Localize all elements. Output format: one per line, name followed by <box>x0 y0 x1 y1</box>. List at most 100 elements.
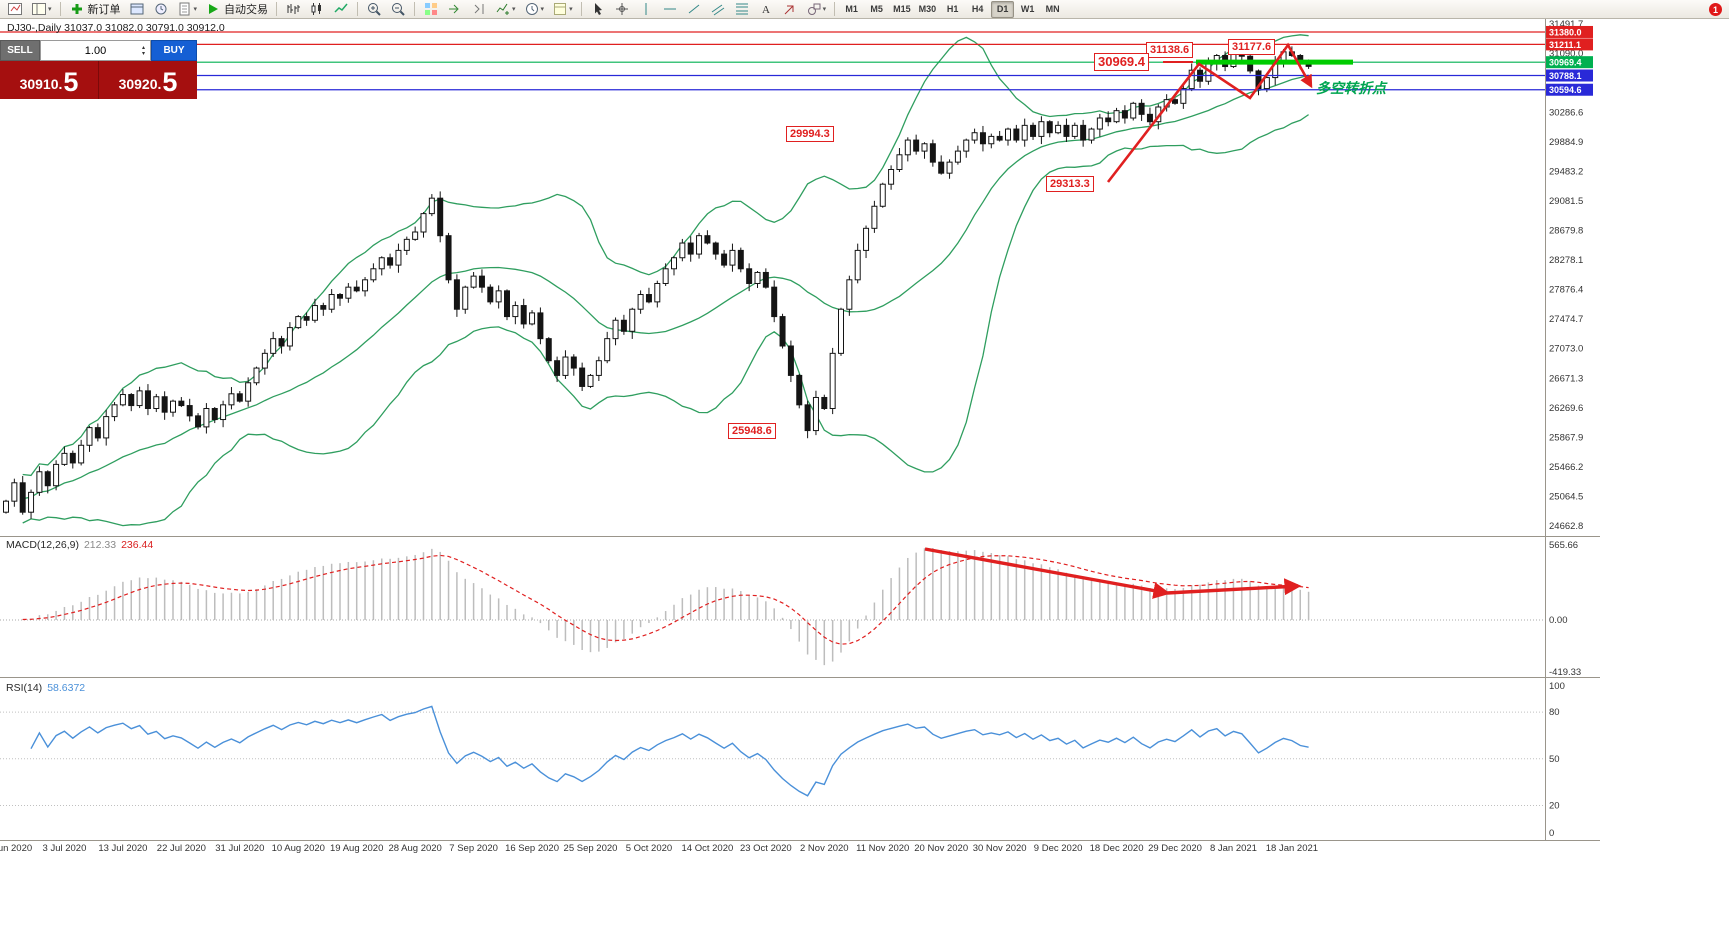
turning-point-label[interactable]: 多空转折点 <box>1316 80 1386 96</box>
candle-body <box>1080 124 1087 141</box>
candle-body <box>712 242 719 255</box>
price-axis-labels: 31491.7 31090.0 30286.6 29884.9 29483.2 29081… <box>1546 19 1593 532</box>
bar-chart-type-button[interactable] <box>282 1 304 18</box>
volume-down-button[interactable]: ▾ <box>141 50 145 57</box>
periods-button[interactable]: ▾ <box>521 1 548 18</box>
candle-body <box>1063 124 1070 137</box>
volume-up-button[interactable]: ▴ <box>141 44 145 51</box>
timeframe-m15-button[interactable]: M15 <box>890 1 914 18</box>
candles-layer <box>3 45 1312 519</box>
candle-body <box>863 227 870 251</box>
svg-text:26269.6: 26269.6 <box>1549 403 1583 414</box>
text-label-button[interactable]: A <box>755 1 777 18</box>
timeframe-m5-button[interactable]: M5 <box>865 1 888 18</box>
metaeditor-button[interactable]: ▾ <box>174 1 201 18</box>
sell-button[interactable]: SELL <box>0 40 40 61</box>
timeframe-h1-button[interactable]: H1 <box>941 1 964 18</box>
tile-windows-button[interactable] <box>420 1 442 18</box>
price-callout[interactable]: 30969.4 <box>1094 53 1149 72</box>
crosshair-button[interactable] <box>611 1 633 18</box>
chart-title: DJ30-,Daily 31037.0 31082.0 30791.0 3091… <box>7 22 225 34</box>
candle-body <box>629 308 636 332</box>
macd-annotation-arrow[interactable] <box>1166 578 1302 596</box>
toolbar-separator <box>276 2 278 16</box>
macd-pane-label: MACD(12,26,9) 212.33 236.44 <box>6 539 153 551</box>
svg-text:31211.1: 31211.1 <box>1549 40 1581 50</box>
time-axis[interactable] <box>0 841 1545 861</box>
price-callout[interactable]: 29994.3 <box>786 125 834 142</box>
terminal-button[interactable] <box>126 1 148 18</box>
candle-body <box>771 286 778 318</box>
candle-body <box>787 345 794 376</box>
timeframe-m1-button[interactable]: M1 <box>840 1 863 18</box>
trendline-button[interactable] <box>683 1 705 18</box>
shapes-button[interactable]: ▾ <box>803 1 830 18</box>
timeframe-m30-button[interactable]: M30 <box>916 1 940 18</box>
strategy-tester-button[interactable] <box>150 1 172 18</box>
svg-text:565.66: 565.66 <box>1549 540 1578 551</box>
candle-body <box>1180 88 1187 104</box>
timeframe-h4-button[interactable]: H4 <box>966 1 989 18</box>
profiles-button[interactable]: ▾ <box>28 1 55 18</box>
candle-body <box>579 367 586 387</box>
buy-price[interactable]: 30920. 5 <box>99 61 197 99</box>
new-order-button[interactable]: 新订单 <box>66 1 124 18</box>
auto-scroll-button[interactable] <box>444 1 466 18</box>
svg-text:24 Jun 2020: 24 Jun 2020 <box>0 843 32 854</box>
autotrading-button[interactable]: 自动交易 <box>202 1 271 18</box>
time-axis-labels: 24 Jun 2020 3 Jul 2020 13 Jul 2020 22 Jul 2… <box>0 843 1318 854</box>
buy-button[interactable]: BUY <box>151 40 197 61</box>
price-axis[interactable] <box>1546 18 1729 840</box>
sell-price[interactable]: 30910. 5 <box>0 61 99 99</box>
candle-body <box>44 471 51 487</box>
svg-text:11 Nov 2020: 11 Nov 2020 <box>856 843 909 854</box>
svg-text:25867.9: 25867.9 <box>1549 432 1583 443</box>
vertical-line-button[interactable] <box>635 1 657 18</box>
candle-body <box>821 396 828 410</box>
candle-body <box>320 305 327 310</box>
timeframe-mn-button[interactable]: MN <box>1041 1 1064 18</box>
candle-body <box>1021 124 1028 141</box>
candle-body <box>11 482 18 502</box>
new-chart-button[interactable] <box>4 1 26 18</box>
candle-body <box>645 294 652 303</box>
price-callout[interactable]: 31177.6 <box>1228 38 1276 55</box>
macd-annotation-arrow[interactable] <box>924 547 1171 599</box>
line-chart-type-button[interactable] <box>330 1 352 18</box>
candle-body <box>938 161 945 174</box>
candle-body <box>979 132 986 145</box>
channel-button[interactable] <box>707 1 729 18</box>
cursor-button[interactable] <box>587 1 609 18</box>
candle-body <box>988 135 995 145</box>
timeframe-d1-button[interactable]: D1 <box>991 0 1015 18</box>
zoom-in-button[interactable] <box>363 1 385 18</box>
indicators-button[interactable]: ▾ <box>492 1 519 18</box>
candle-body <box>370 268 377 281</box>
buy-price-main: 30920. <box>118 76 162 92</box>
candle-body <box>854 249 861 281</box>
candlestick-chart-type-button[interactable] <box>306 1 328 18</box>
notification-badge[interactable]: 1 <box>1709 3 1722 16</box>
chart-shift-button[interactable] <box>468 1 490 18</box>
volume-input[interactable] <box>58 43 133 58</box>
arrows-button[interactable] <box>779 1 801 18</box>
price-callout[interactable]: 31138.6 <box>1146 41 1194 58</box>
candle-body <box>1263 77 1270 90</box>
trend-annotation-arrow[interactable] <box>1106 42 1313 183</box>
templates-button[interactable]: ▾ <box>549 1 576 18</box>
candle-body <box>78 444 85 464</box>
price-callout[interactable]: 25948.6 <box>728 423 776 440</box>
svg-text:20 Nov 2020: 20 Nov 2020 <box>914 843 968 854</box>
zoom-out-button[interactable] <box>387 1 409 18</box>
horizontal-line-button[interactable] <box>659 1 681 18</box>
candle-body <box>1188 69 1195 90</box>
timeframe-w1-button[interactable]: W1 <box>1016 1 1039 18</box>
price-callout[interactable]: 29313.3 <box>1046 175 1094 192</box>
svg-text:29 Dec 2020: 29 Dec 2020 <box>1148 843 1202 854</box>
candle-body <box>587 374 594 387</box>
candle-body <box>170 400 176 413</box>
fibonacci-button[interactable] <box>731 1 753 18</box>
candle-body <box>445 235 452 281</box>
candle-body <box>570 356 577 369</box>
